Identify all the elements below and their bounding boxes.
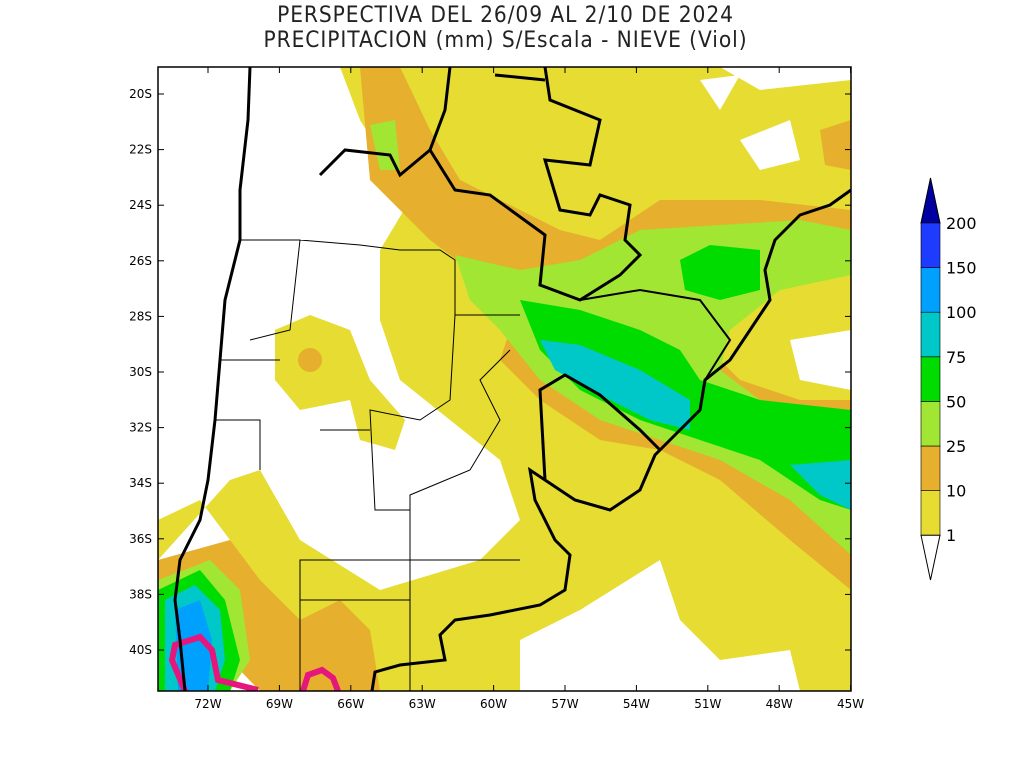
lon-tick-label: 66W [337, 697, 364, 711]
lat-tick-label: 30S [129, 365, 152, 379]
legend-level-label: 10 [946, 482, 966, 501]
legend-level-label: 25 [946, 437, 966, 456]
lat-tick-label: 40S [129, 643, 152, 657]
precip-fields [158, 67, 851, 691]
brazil-border [579, 288, 732, 381]
legend-color-box [920, 356, 941, 402]
snow-contour [300, 666, 341, 691]
lat-tick-label: 24S [129, 198, 152, 212]
legend-color-box [920, 401, 941, 447]
dry-area [790, 330, 851, 390]
political-borders [173, 67, 851, 691]
legend-overflow-triangle [920, 177, 941, 224]
lon-tick-label: 54W [623, 697, 650, 711]
lat-tick-label: 26S [129, 254, 152, 268]
precip-cyan-east [790, 460, 851, 510]
lon-tick-label: 72W [194, 697, 221, 711]
lon-tick-label: 45W [837, 697, 864, 711]
legend-color-box [920, 490, 941, 536]
snow-contour [168, 633, 259, 691]
legend-underflow-triangle [920, 534, 941, 581]
lon-tick-label: 51W [694, 697, 721, 711]
precip-orange-spot [298, 348, 322, 372]
argentina-north-border [318, 67, 643, 302]
legend-color-box [920, 267, 941, 313]
legend-level-label: 1 [946, 526, 956, 545]
precip-cyan-area [540, 340, 690, 430]
map-frame [157, 66, 852, 692]
lat-tick-label: 20S [129, 87, 152, 101]
dry-area [520, 560, 800, 691]
provincial-borders [215, 239, 520, 691]
lat-tick-label: 38S [129, 587, 152, 601]
lon-tick-label: 60W [480, 697, 507, 711]
legend-color-box [920, 222, 941, 268]
title-line-1: PERSPECTIVA DEL 26/09 AL 2/10 DE 2024 [277, 3, 734, 28]
legend-level-label: 75 [946, 348, 966, 367]
legend-level-label: 200 [946, 214, 977, 233]
lat-tick-label: 22S [129, 143, 152, 157]
legend-level-label: 150 [946, 259, 977, 278]
lon-tick-label: 63W [409, 697, 436, 711]
legend-color-box [920, 311, 941, 358]
coastline [370, 188, 851, 691]
legend-level-label: 50 [946, 392, 966, 411]
lat-tick-label: 32S [129, 421, 152, 435]
bolivia-border [428, 67, 546, 151]
axis-ticks: 20S 22S 24S 26S 28S 30S 32S 34S 36S 38S 40S 72W 69W 6… [129, 67, 864, 711]
lon-tick-label: 57W [551, 697, 578, 711]
legend-color-box [920, 445, 941, 491]
precip-orange-ne [820, 120, 851, 170]
lat-tick-label: 36S [129, 532, 152, 546]
lon-tick-label: 69W [266, 697, 293, 711]
precip-green-ne [680, 245, 760, 300]
title-line-2: PRECIPITACION (mm) S/Escala - NIEVE (Vio… [263, 28, 748, 53]
dry-area [740, 120, 800, 170]
lat-tick-label: 34S [129, 476, 152, 490]
colorbar-legend: 1 10 25 50 75 100 150 200 [920, 177, 977, 581]
lon-tick-label: 48W [766, 697, 793, 711]
uruguay-border [538, 373, 662, 481]
lat-tick-label: 28S [129, 309, 152, 323]
dry-area [700, 75, 740, 110]
legend-level-label: 100 [946, 303, 977, 322]
